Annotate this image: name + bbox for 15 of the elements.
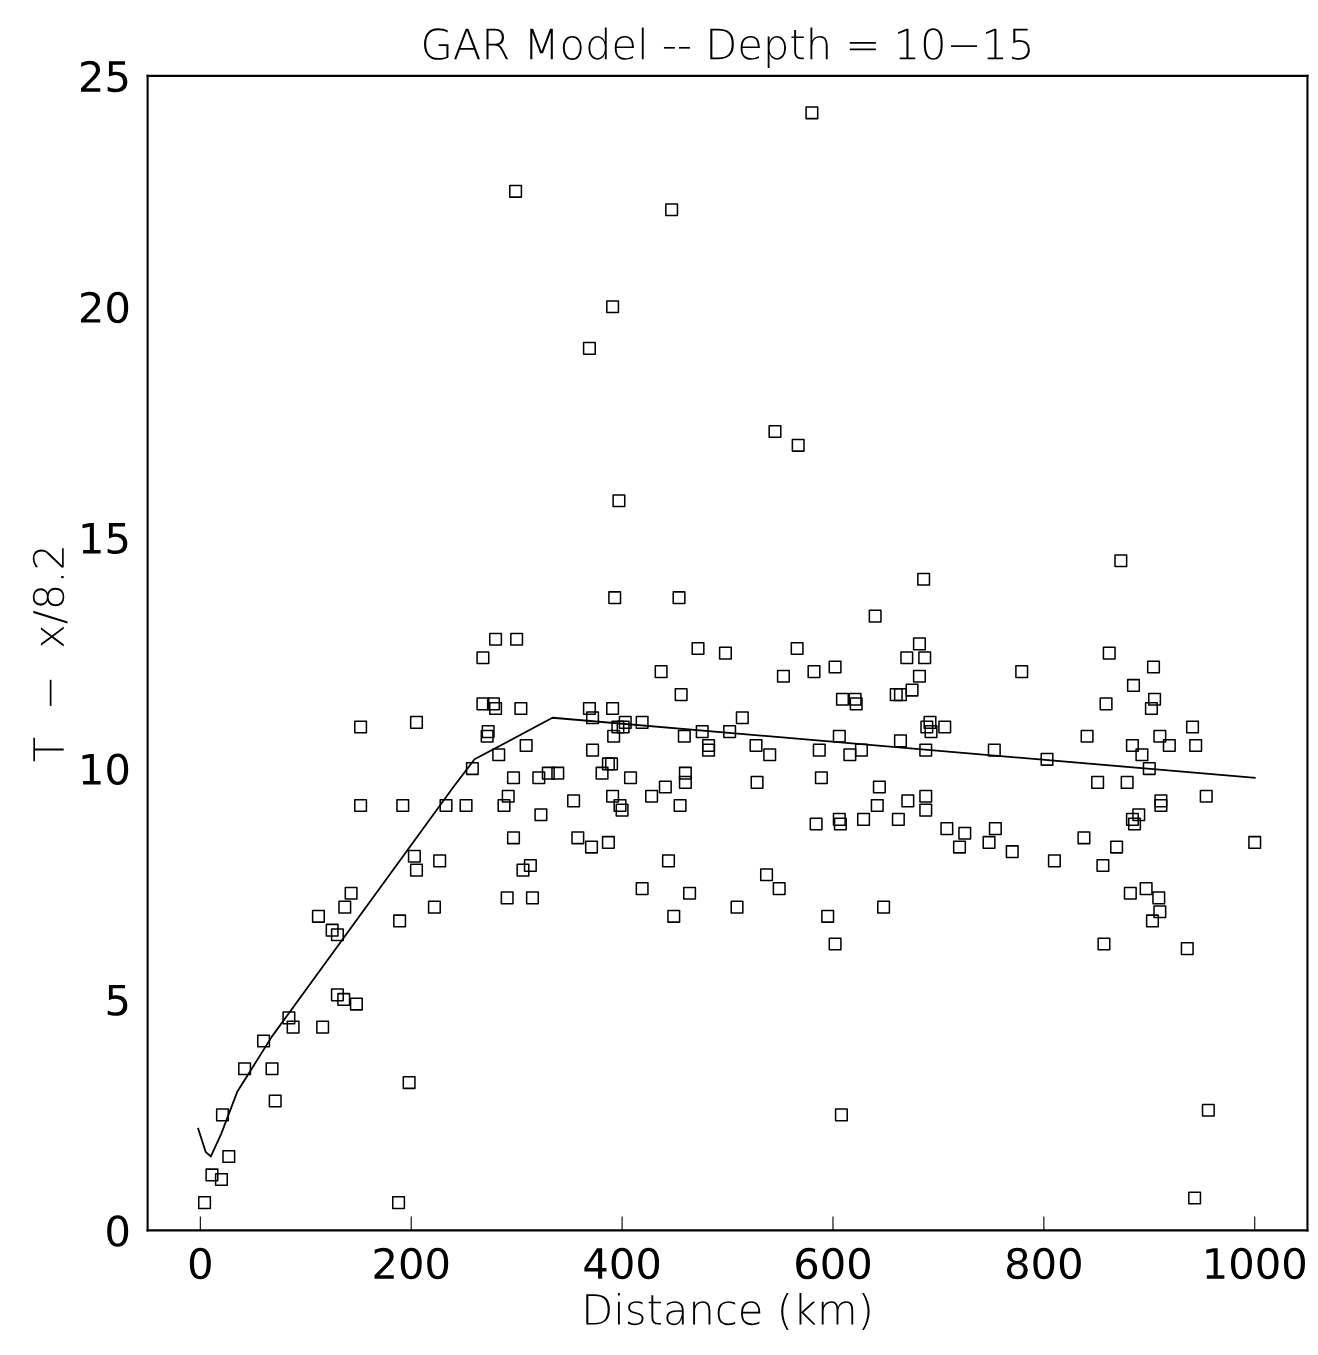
y-tick-label: 15	[82, 523, 128, 555]
y-tick-label: 5	[107, 984, 128, 1016]
y-axis-title: T − x/8.2	[32, 548, 68, 762]
x-tick-label: 200	[374, 1247, 449, 1280]
x-tick-label: 600	[796, 1247, 870, 1280]
y-tick-label: 20	[80, 291, 129, 324]
y-tick-label: 0	[107, 1215, 129, 1247]
x-tick-label: 800	[1006, 1247, 1081, 1280]
x-tick-label: 400	[584, 1247, 660, 1280]
y-tick-label: 10	[82, 753, 129, 785]
chart-title: GAR Model -- Depth = 10−15	[424, 27, 1030, 68]
x-tick-label: 0	[189, 1247, 211, 1280]
y-tick-label: 25	[80, 60, 128, 93]
x-tick-label: 1000	[1206, 1247, 1305, 1280]
x-axis-title: Distance (km)	[586, 1292, 870, 1331]
